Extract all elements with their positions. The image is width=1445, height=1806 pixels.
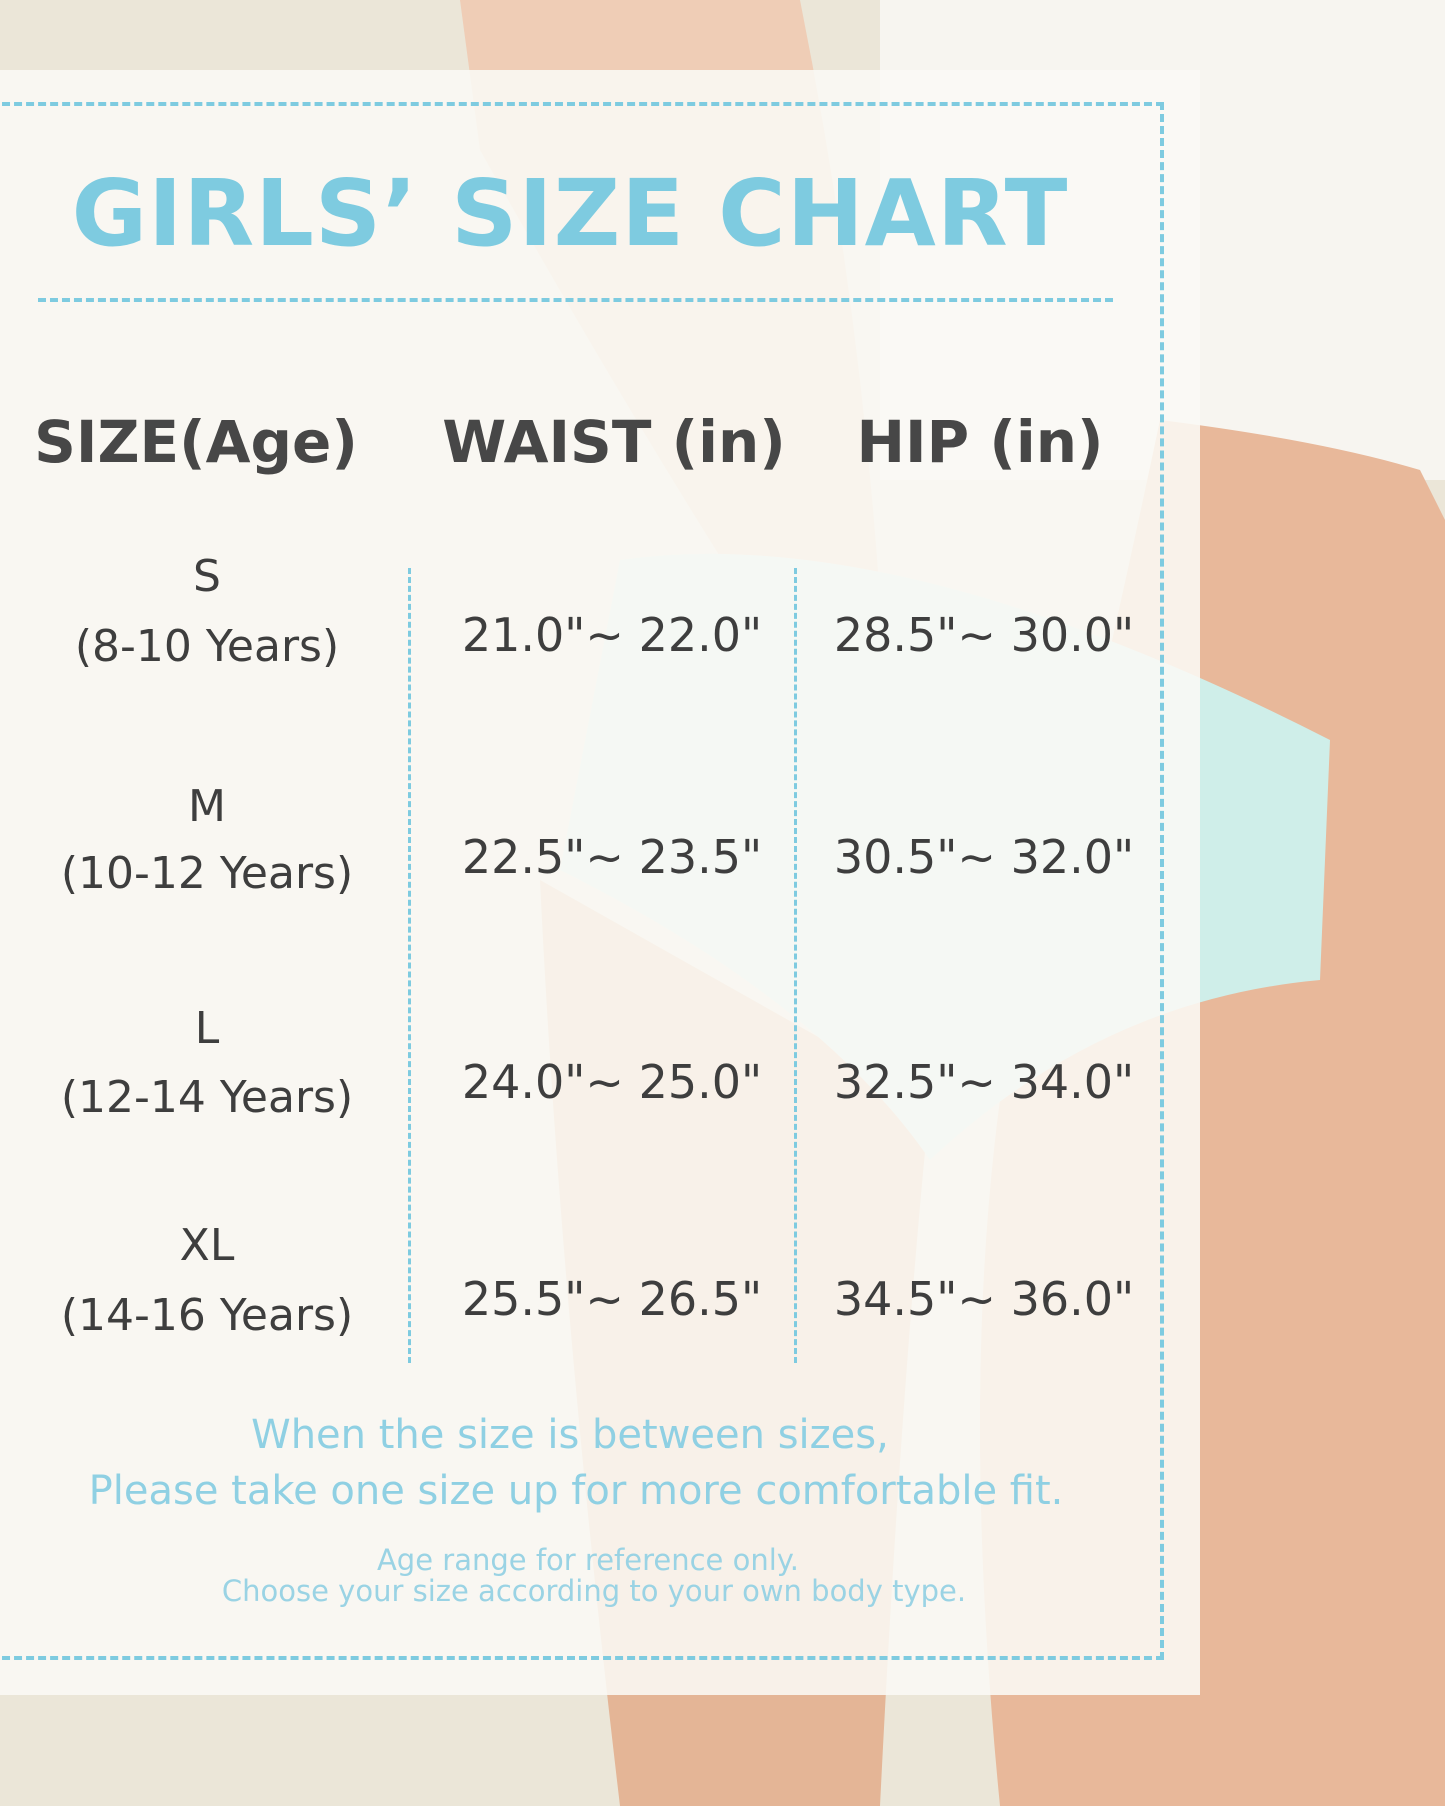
fit-note-line2: Please take one size up for more comfort… bbox=[88, 1468, 1064, 1514]
hip-value: 30.5"~ 32.0" bbox=[833, 830, 1135, 884]
title-divider bbox=[38, 298, 1113, 302]
hip-value: 28.5"~ 30.0" bbox=[833, 608, 1135, 662]
size-label: M bbox=[188, 781, 226, 832]
age-label: (14-16 Years) bbox=[60, 1290, 354, 1341]
age-label: (10-12 Years) bbox=[60, 848, 354, 899]
disclaimer-line2: Choose your size according to your own b… bbox=[221, 1574, 967, 1608]
size-label: XL bbox=[179, 1220, 235, 1271]
waist-value: 22.5"~ 23.5" bbox=[461, 830, 763, 884]
age-label: (8-10 Years) bbox=[74, 621, 340, 672]
header-hip: HIP (in) bbox=[856, 408, 1104, 476]
size-label: L bbox=[194, 1003, 220, 1054]
age-label: (12-14 Years) bbox=[60, 1072, 354, 1123]
waist-value: 21.0"~ 22.0" bbox=[461, 608, 763, 662]
column-divider bbox=[408, 568, 411, 1363]
column-divider bbox=[794, 568, 797, 1363]
header-waist: WAIST (in) bbox=[442, 408, 786, 476]
hip-value: 34.5"~ 36.0" bbox=[833, 1272, 1135, 1326]
waist-value: 25.5"~ 26.5" bbox=[461, 1272, 763, 1326]
size-label: S bbox=[193, 551, 221, 602]
chart-panel bbox=[0, 70, 1200, 1695]
waist-value: 24.0"~ 25.0" bbox=[461, 1055, 763, 1109]
header-size: SIZE(Age) bbox=[34, 408, 358, 476]
disclaimer-line1: Age range for reference only. bbox=[376, 1543, 800, 1577]
fit-note-line1: When the size is between sizes, bbox=[251, 1412, 889, 1458]
page-title: GIRLS’ SIZE CHART bbox=[71, 160, 1069, 267]
dashed-frame bbox=[0, 102, 1164, 1660]
hip-value: 32.5"~ 34.0" bbox=[833, 1055, 1135, 1109]
